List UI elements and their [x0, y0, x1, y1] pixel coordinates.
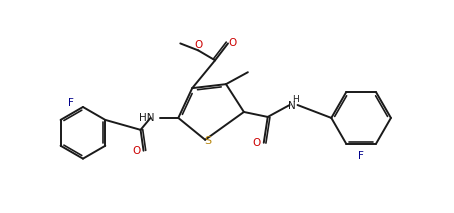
Text: F: F	[68, 98, 74, 108]
Text: O: O	[229, 38, 237, 48]
Text: O: O	[194, 40, 202, 50]
Text: F: F	[358, 151, 364, 161]
Text: HN: HN	[139, 113, 154, 123]
Text: O: O	[253, 138, 261, 148]
Text: O: O	[133, 146, 141, 156]
Text: H: H	[292, 95, 299, 104]
Text: N: N	[288, 101, 296, 111]
Text: S: S	[205, 136, 212, 146]
